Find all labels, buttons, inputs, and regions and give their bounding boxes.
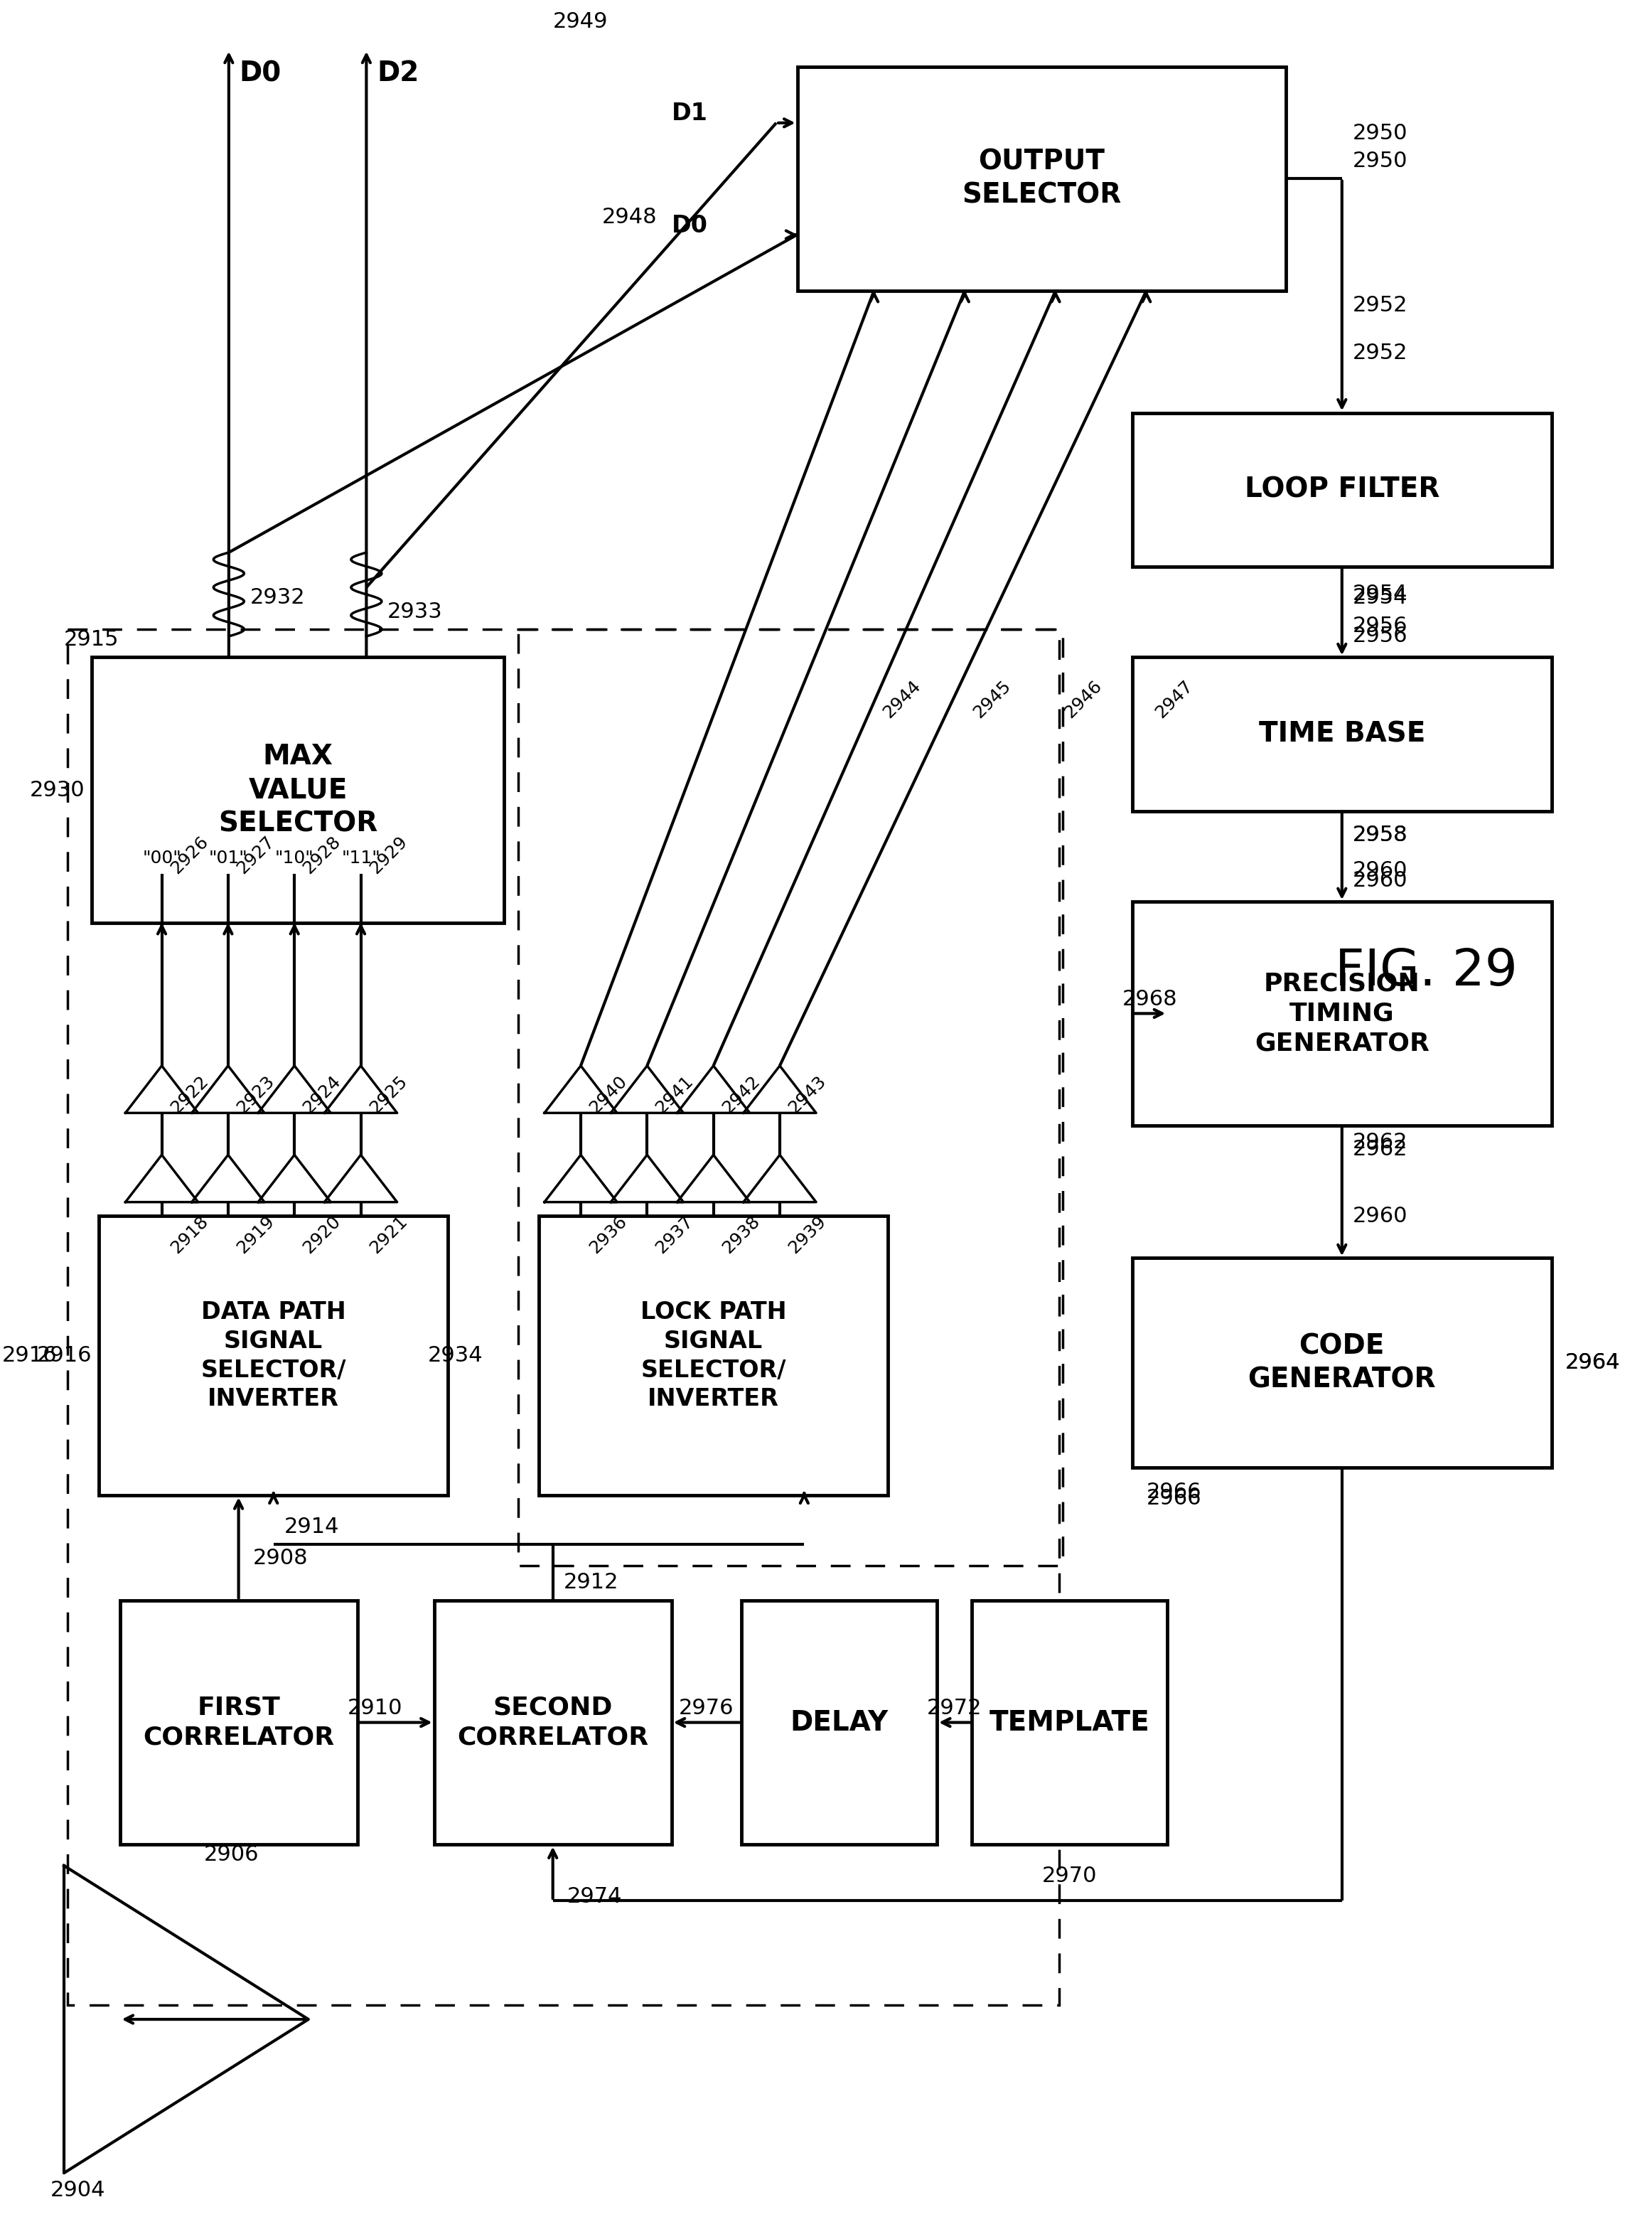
- Text: 2950: 2950: [1353, 152, 1408, 172]
- Text: 2960: 2960: [1353, 871, 1408, 891]
- Text: TIME BASE: TIME BASE: [1259, 722, 1426, 748]
- Text: TEMPLATE: TEMPLATE: [990, 1709, 1150, 1736]
- Text: 2966: 2966: [1146, 1481, 1201, 1501]
- Text: 2928: 2928: [301, 833, 344, 878]
- Text: D0: D0: [240, 60, 281, 87]
- Text: DELAY: DELAY: [790, 1709, 889, 1736]
- Text: D0: D0: [671, 214, 707, 237]
- Text: 2976: 2976: [679, 1698, 733, 1718]
- Text: FIRST
CORRELATOR: FIRST CORRELATOR: [144, 1696, 334, 1749]
- Text: 2960: 2960: [1353, 1206, 1408, 1226]
- Bar: [99, 1215, 448, 1495]
- Bar: [121, 1600, 357, 1845]
- Text: 2944: 2944: [879, 677, 923, 722]
- Text: 2954: 2954: [1353, 583, 1408, 605]
- Text: 2908: 2908: [253, 1548, 307, 1568]
- Text: 2945: 2945: [970, 677, 1014, 722]
- Text: CODE
GENERATOR: CODE GENERATOR: [1247, 1331, 1436, 1394]
- Text: DATA PATH
SIGNAL
SELECTOR/
INVERTER: DATA PATH SIGNAL SELECTOR/ INVERTER: [202, 1300, 347, 1412]
- Text: 2927: 2927: [233, 833, 278, 878]
- Text: 2942: 2942: [719, 1072, 763, 1117]
- Text: 2921: 2921: [367, 1213, 410, 1258]
- Text: 2930: 2930: [30, 780, 84, 800]
- Text: 2972: 2972: [927, 1698, 981, 1718]
- Text: LOCK PATH
SIGNAL
SELECTOR/
INVERTER: LOCK PATH SIGNAL SELECTOR/ INVERTER: [641, 1300, 786, 1412]
- Text: "01": "01": [208, 849, 248, 867]
- Text: 2923: 2923: [233, 1072, 278, 1117]
- Bar: [798, 67, 1285, 290]
- Text: 2904: 2904: [50, 2180, 106, 2200]
- Text: 2922: 2922: [167, 1072, 211, 1117]
- Text: LOOP FILTER: LOOP FILTER: [1244, 476, 1439, 503]
- Bar: [517, 630, 1062, 1566]
- Text: 2914: 2914: [284, 1517, 339, 1537]
- Text: 2926: 2926: [167, 833, 211, 878]
- Bar: [1132, 413, 1551, 567]
- Text: 2920: 2920: [301, 1213, 344, 1258]
- Text: 2962: 2962: [1353, 1133, 1408, 1153]
- Text: 2958: 2958: [1353, 824, 1408, 844]
- Text: 2960: 2960: [1353, 860, 1408, 880]
- Text: 2966: 2966: [1146, 1488, 1201, 1510]
- Text: 2938: 2938: [719, 1213, 763, 1258]
- Bar: [742, 1600, 937, 1845]
- Bar: [539, 1215, 889, 1495]
- Text: 2910: 2910: [347, 1698, 403, 1718]
- Text: 2952: 2952: [1353, 344, 1408, 364]
- Text: MAX
VALUE
SELECTOR: MAX VALUE SELECTOR: [218, 744, 378, 838]
- Text: 2939: 2939: [785, 1213, 829, 1256]
- Text: 2950: 2950: [1353, 123, 1408, 143]
- Text: 2970: 2970: [1042, 1865, 1097, 1885]
- Text: 2964: 2964: [1566, 1352, 1621, 1374]
- Text: 2915: 2915: [64, 630, 119, 650]
- Text: PRECISION
TIMING
GENERATOR: PRECISION TIMING GENERATOR: [1254, 972, 1429, 1054]
- Text: 2906: 2906: [203, 1845, 259, 1865]
- Text: 2916: 2916: [2, 1345, 58, 1365]
- Text: 2946: 2946: [1061, 677, 1105, 722]
- Text: OUTPUT
SELECTOR: OUTPUT SELECTOR: [961, 147, 1122, 210]
- Text: 2956: 2956: [1353, 626, 1408, 646]
- Text: SECOND
CORRELATOR: SECOND CORRELATOR: [458, 1696, 649, 1749]
- Text: 2958: 2958: [1353, 824, 1408, 844]
- Text: 2925: 2925: [367, 1072, 410, 1117]
- Text: 2964: 2964: [1566, 1352, 1621, 1374]
- Text: D2: D2: [377, 60, 420, 87]
- Bar: [434, 1600, 671, 1845]
- Text: "11": "11": [342, 849, 380, 867]
- Text: 2936: 2936: [586, 1213, 631, 1258]
- Text: 2943: 2943: [785, 1072, 829, 1117]
- Text: 2916: 2916: [36, 1345, 93, 1365]
- Text: 2952: 2952: [1353, 295, 1408, 315]
- Text: 2954: 2954: [1353, 588, 1408, 608]
- Text: FIG. 29: FIG. 29: [1335, 947, 1518, 996]
- Text: 2933: 2933: [387, 601, 443, 621]
- Text: 2949: 2949: [553, 11, 608, 31]
- Text: 2968: 2968: [1122, 990, 1178, 1010]
- Text: 2962: 2962: [1353, 1139, 1408, 1159]
- Bar: [1132, 1258, 1551, 1468]
- Text: D1: D1: [671, 103, 707, 125]
- Text: 2919: 2919: [233, 1213, 278, 1256]
- Text: 2940: 2940: [586, 1072, 631, 1117]
- Bar: [68, 630, 1059, 2006]
- Bar: [971, 1600, 1168, 1845]
- Text: "10": "10": [274, 849, 314, 867]
- Text: 2947: 2947: [1151, 677, 1196, 722]
- Text: 2924: 2924: [301, 1072, 344, 1117]
- Text: 2948: 2948: [601, 208, 657, 228]
- Text: 2956: 2956: [1353, 617, 1408, 637]
- Text: 2974: 2974: [567, 1885, 621, 1908]
- Text: 2941: 2941: [653, 1072, 697, 1117]
- Text: 2937: 2937: [653, 1213, 697, 1256]
- Text: 2932: 2932: [249, 588, 306, 608]
- Bar: [93, 657, 504, 923]
- Text: 2912: 2912: [563, 1573, 618, 1593]
- Text: 2918: 2918: [167, 1213, 211, 1258]
- Text: 2929: 2929: [367, 833, 410, 878]
- Text: "00": "00": [142, 849, 182, 867]
- Bar: [1132, 657, 1551, 811]
- Text: 2934: 2934: [428, 1345, 482, 1365]
- Bar: [1132, 903, 1551, 1126]
